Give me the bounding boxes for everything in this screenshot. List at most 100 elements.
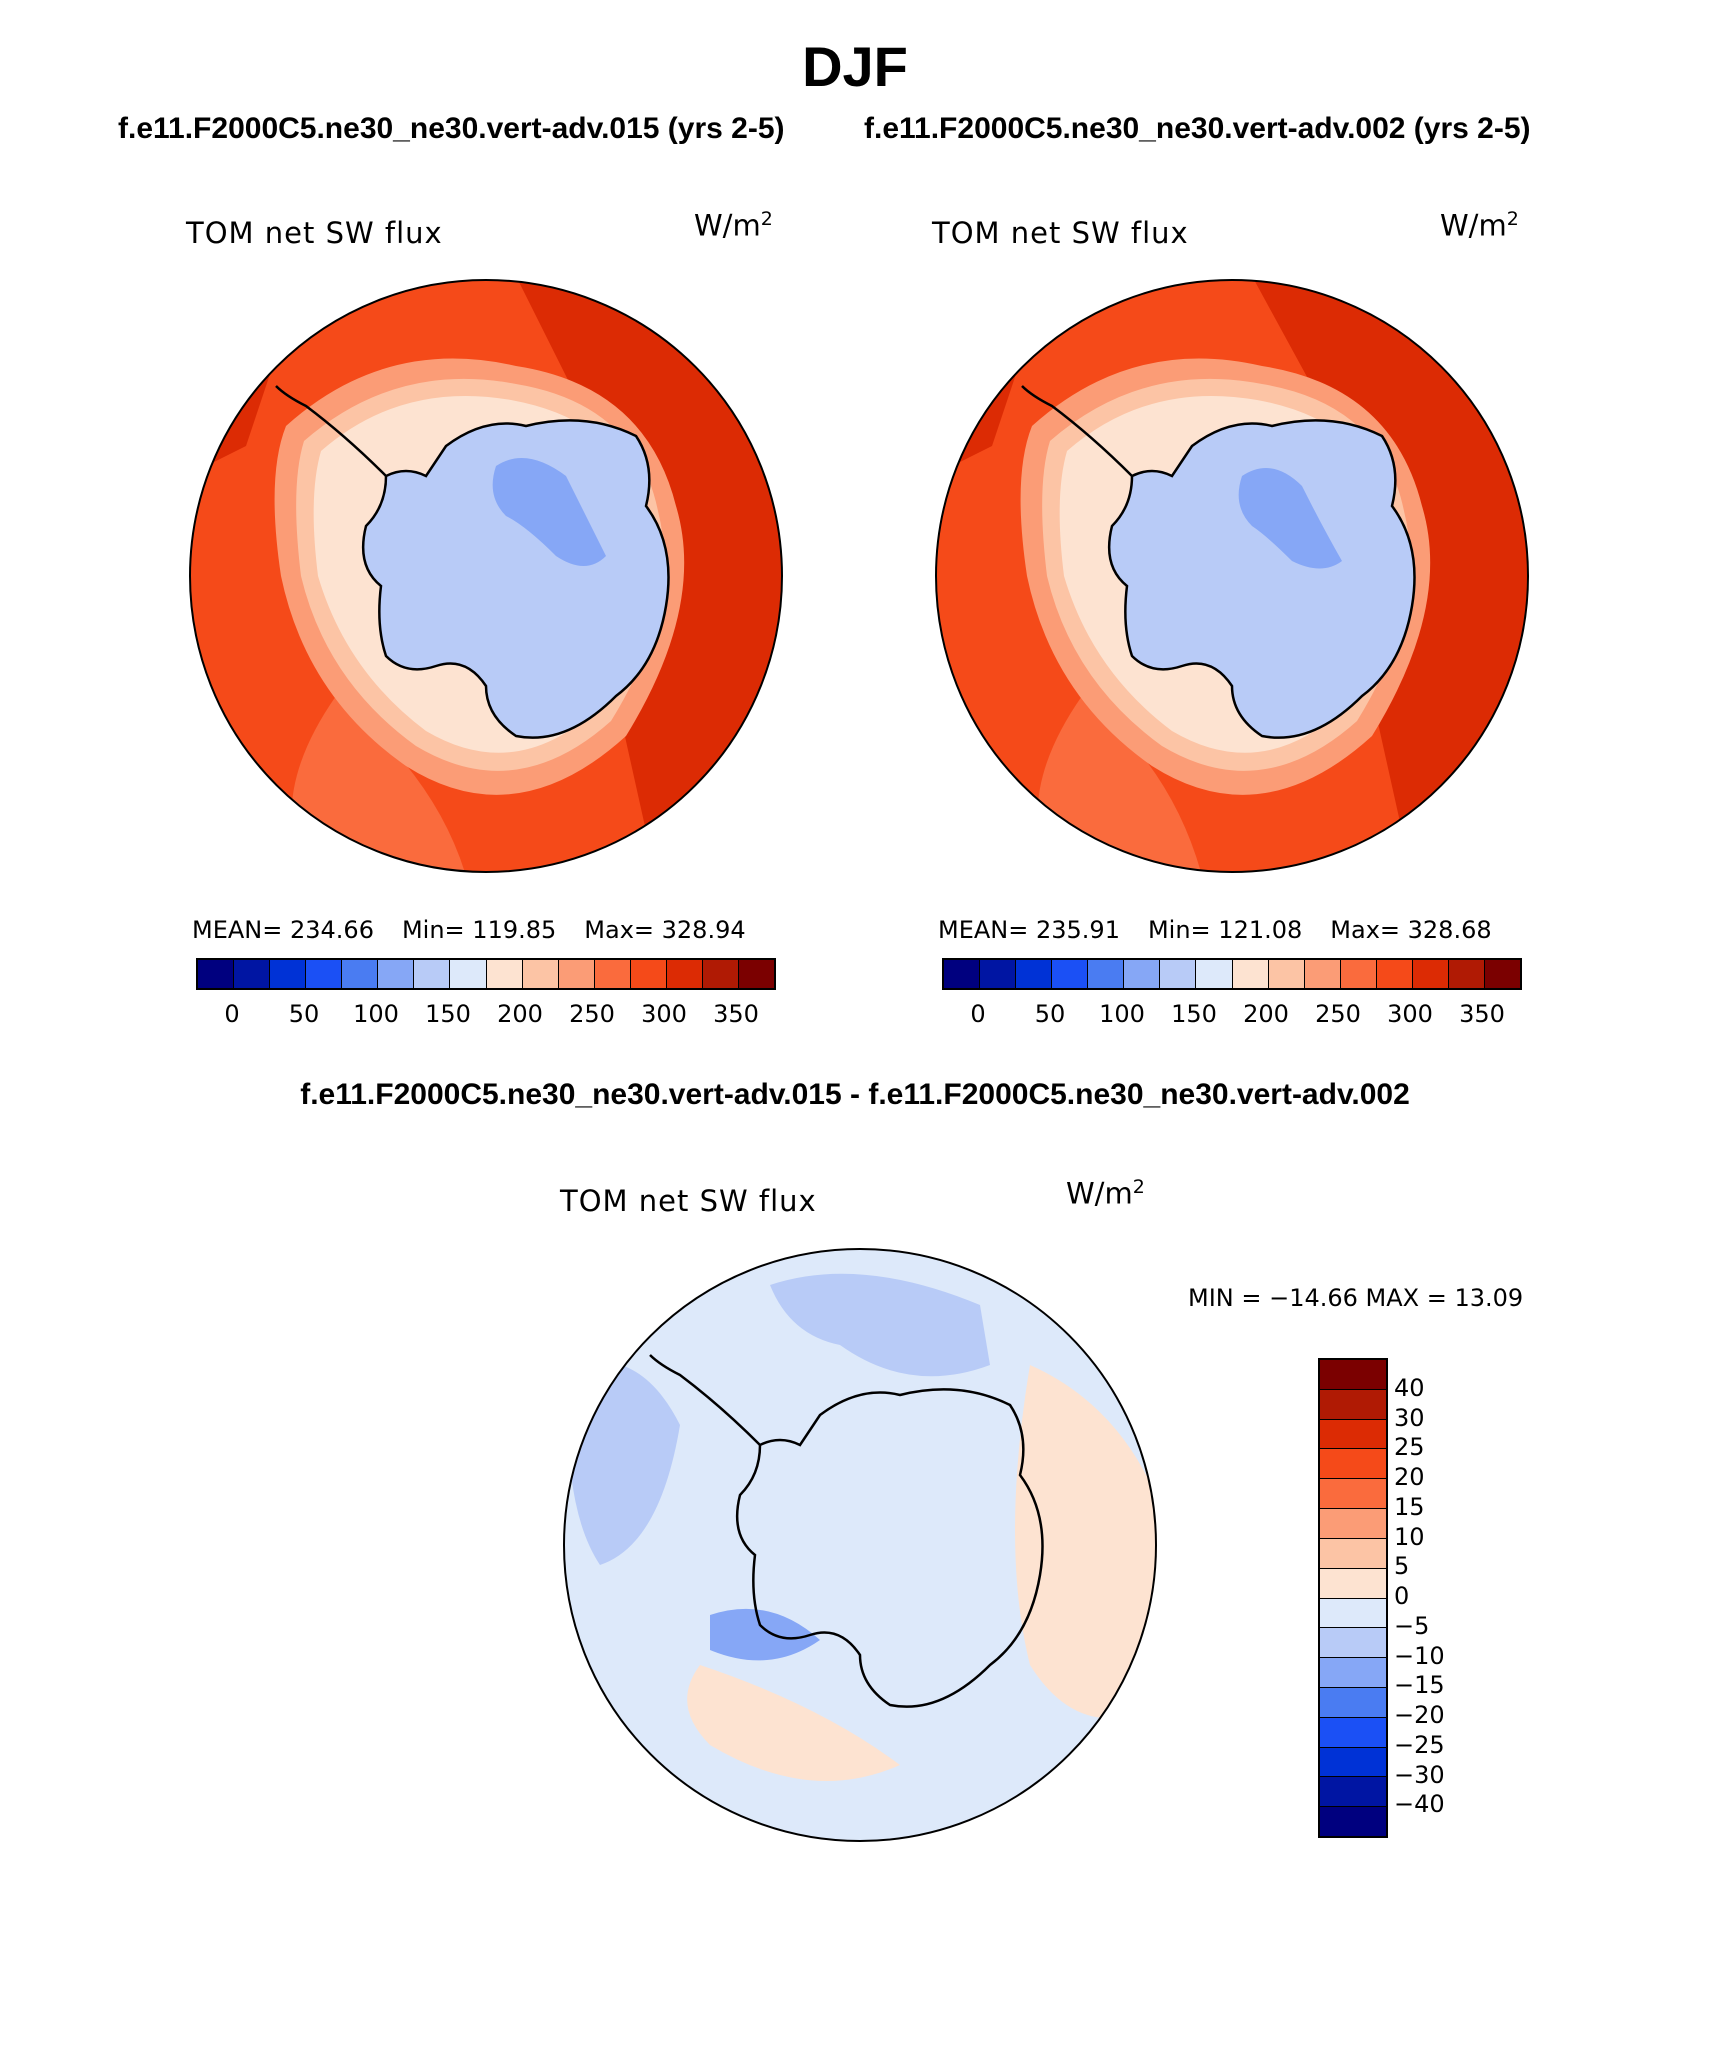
colorbar-swatch <box>270 960 307 988</box>
colorbar-swatch <box>1160 960 1197 988</box>
colorbar-tick-label: 10 <box>1394 1522 1425 1551</box>
colorbar-swatch <box>1268 960 1305 988</box>
colorbar-swatch <box>1376 960 1413 988</box>
antarctica-continent <box>361 419 670 739</box>
left-panel-units: W/m2 <box>694 208 773 243</box>
colorbar-swatch <box>594 960 631 988</box>
right-colorbar <box>942 958 1522 990</box>
difference-polar-map <box>563 1248 1157 1842</box>
colorbar-tick-label: −10 <box>1394 1641 1445 1670</box>
colorbar-swatch <box>1124 960 1161 988</box>
colorbar-swatch <box>1088 960 1125 988</box>
colorbar-swatch <box>980 960 1017 988</box>
difference-colorbar-ticks: 40 30 25 20 15 10 5 0 −5 −10 −15 −20 −25 −30 −40 <box>1394 1358 1474 1838</box>
colorbar-swatch <box>522 960 559 988</box>
colorbar-swatch <box>486 960 523 988</box>
colorbar-tick-label: 20 <box>1394 1463 1425 1491</box>
colorbar-tick-label: −25 <box>1394 1730 1445 1759</box>
colorbar-tick-label: −40 <box>1394 1790 1445 1819</box>
colorbar-tick-label: 300 <box>1387 1000 1433 1028</box>
antarctic-peninsula <box>649 1354 761 1446</box>
diff-negative-north <box>770 1273 990 1377</box>
main-title: DJF <box>802 35 908 98</box>
colorbar-swatch <box>666 960 703 988</box>
colorbar-tick-label: 50 <box>288 1000 320 1028</box>
colorbar-swatch <box>342 960 379 988</box>
right-polar-map <box>935 279 1529 873</box>
colorbar-swatch <box>738 960 774 988</box>
colorbar-swatch <box>1320 1360 1386 1390</box>
diff-positive-east-small <box>1099 1545 1123 1615</box>
continent-interior-low <box>492 458 606 566</box>
colorbar-swatch <box>1320 1538 1386 1569</box>
colorbar-tick-label: 0 <box>224 1000 240 1028</box>
colorbar-tick-label: 30 <box>1394 1403 1425 1432</box>
colorbar-swatch <box>1484 960 1520 988</box>
colorbar-tick-label: 100 <box>1099 1000 1145 1028</box>
continent-interior-low <box>1238 468 1342 569</box>
left-min: Min= 119.85 <box>401 916 557 944</box>
colorbar-tick-label: 150 <box>425 1000 471 1028</box>
colorbar-tick-label: 0 <box>1394 1582 1410 1610</box>
colorbar-swatch <box>414 960 451 988</box>
antarctica-outline <box>735 1388 1044 1708</box>
left-panel-label: TOM net SW flux <box>186 216 443 250</box>
colorbar-swatch <box>1320 1658 1386 1688</box>
right-colorbar-ticks: 0 50 100 150 200 250 300 350 <box>942 1000 1522 1030</box>
colorbar-tick-label: 200 <box>497 1000 543 1028</box>
colorbar-swatch <box>1052 960 1089 988</box>
colorbar-swatch <box>1304 960 1341 988</box>
diff-positive-east <box>1015 1365 1156 1719</box>
colorbar-swatch <box>1320 1777 1386 1808</box>
antarctic-peninsula <box>1021 385 1133 477</box>
colorbar-tick-label: −15 <box>1394 1671 1445 1700</box>
colorbar-swatch <box>1320 1389 1386 1420</box>
colorbar-tick-label: 350 <box>713 1000 759 1028</box>
left-mean: MEAN= 234.66 <box>192 916 374 944</box>
difference-title: f.e11.F2000C5.ne30_ne30.vert-adv.015 - f… <box>300 1078 1410 1111</box>
colorbar-swatch <box>630 960 667 988</box>
colorbar-swatch <box>450 960 487 988</box>
colorbar-swatch <box>1196 960 1233 988</box>
colorbar-swatch <box>1320 1687 1386 1718</box>
colorbar-tick-label: −20 <box>1394 1701 1445 1729</box>
colorbar-tick-label: 200 <box>1243 1000 1289 1028</box>
colorbar-tick-label: 40 <box>1394 1373 1425 1402</box>
colorbar-swatch <box>1232 960 1269 988</box>
colorbar-tick-label: 350 <box>1459 1000 1505 1028</box>
colorbar-swatch <box>198 960 235 988</box>
diff-panel-units: W/m2 <box>1066 1176 1145 1211</box>
colorbar-tick-label: 50 <box>1034 1000 1066 1028</box>
colorbar-swatch <box>306 960 343 988</box>
colorbar-tick-label: 250 <box>569 1000 615 1028</box>
diff-panel-label: TOM net SW flux <box>560 1184 817 1218</box>
colorbar-swatch <box>1320 1509 1386 1539</box>
colorbar-swatch <box>1320 1419 1386 1450</box>
diff-positive-south <box>687 1665 900 1781</box>
antarctic-peninsula <box>275 385 387 477</box>
colorbar-swatch <box>1320 1717 1386 1748</box>
right-case-title: f.e11.F2000C5.ne30_ne30.vert-adv.002 (yr… <box>864 112 1531 145</box>
right-stats: MEAN= 235.91 Min= 121.08 Max= 328.68 <box>938 916 1492 944</box>
colorbar-tick-label: 250 <box>1315 1000 1361 1028</box>
colorbar-swatch <box>1320 1598 1386 1629</box>
difference-colorbar <box>1318 1358 1388 1838</box>
colorbar-swatch <box>1320 1479 1386 1510</box>
colorbar-tick-label: −5 <box>1394 1611 1430 1640</box>
colorbar-swatch <box>1448 960 1485 988</box>
left-colorbar <box>196 958 776 990</box>
colorbar-swatch <box>1320 1628 1386 1659</box>
colorbar-tick-label: 0 <box>970 1000 986 1028</box>
colorbar-swatch <box>1320 1568 1386 1599</box>
left-case-title: f.e11.F2000C5.ne30_ne30.vert-adv.015 (yr… <box>118 112 785 145</box>
colorbar-swatch <box>378 960 415 988</box>
antarctica-continent <box>1107 419 1416 739</box>
colorbar-swatch <box>944 960 981 988</box>
left-stats: MEAN= 234.66 Min= 119.85 Max= 328.94 <box>192 916 746 944</box>
colorbar-tick-label: 15 <box>1394 1492 1425 1521</box>
left-colorbar-ticks: 0 50 100 150 200 250 300 350 <box>196 1000 776 1030</box>
right-max: Max= 328.68 <box>1330 916 1492 944</box>
colorbar-tick-label: 25 <box>1394 1433 1425 1462</box>
colorbar-swatch <box>234 960 271 988</box>
diff-minmax: MIN = −14.66 MAX = 13.09 <box>1188 1284 1524 1312</box>
